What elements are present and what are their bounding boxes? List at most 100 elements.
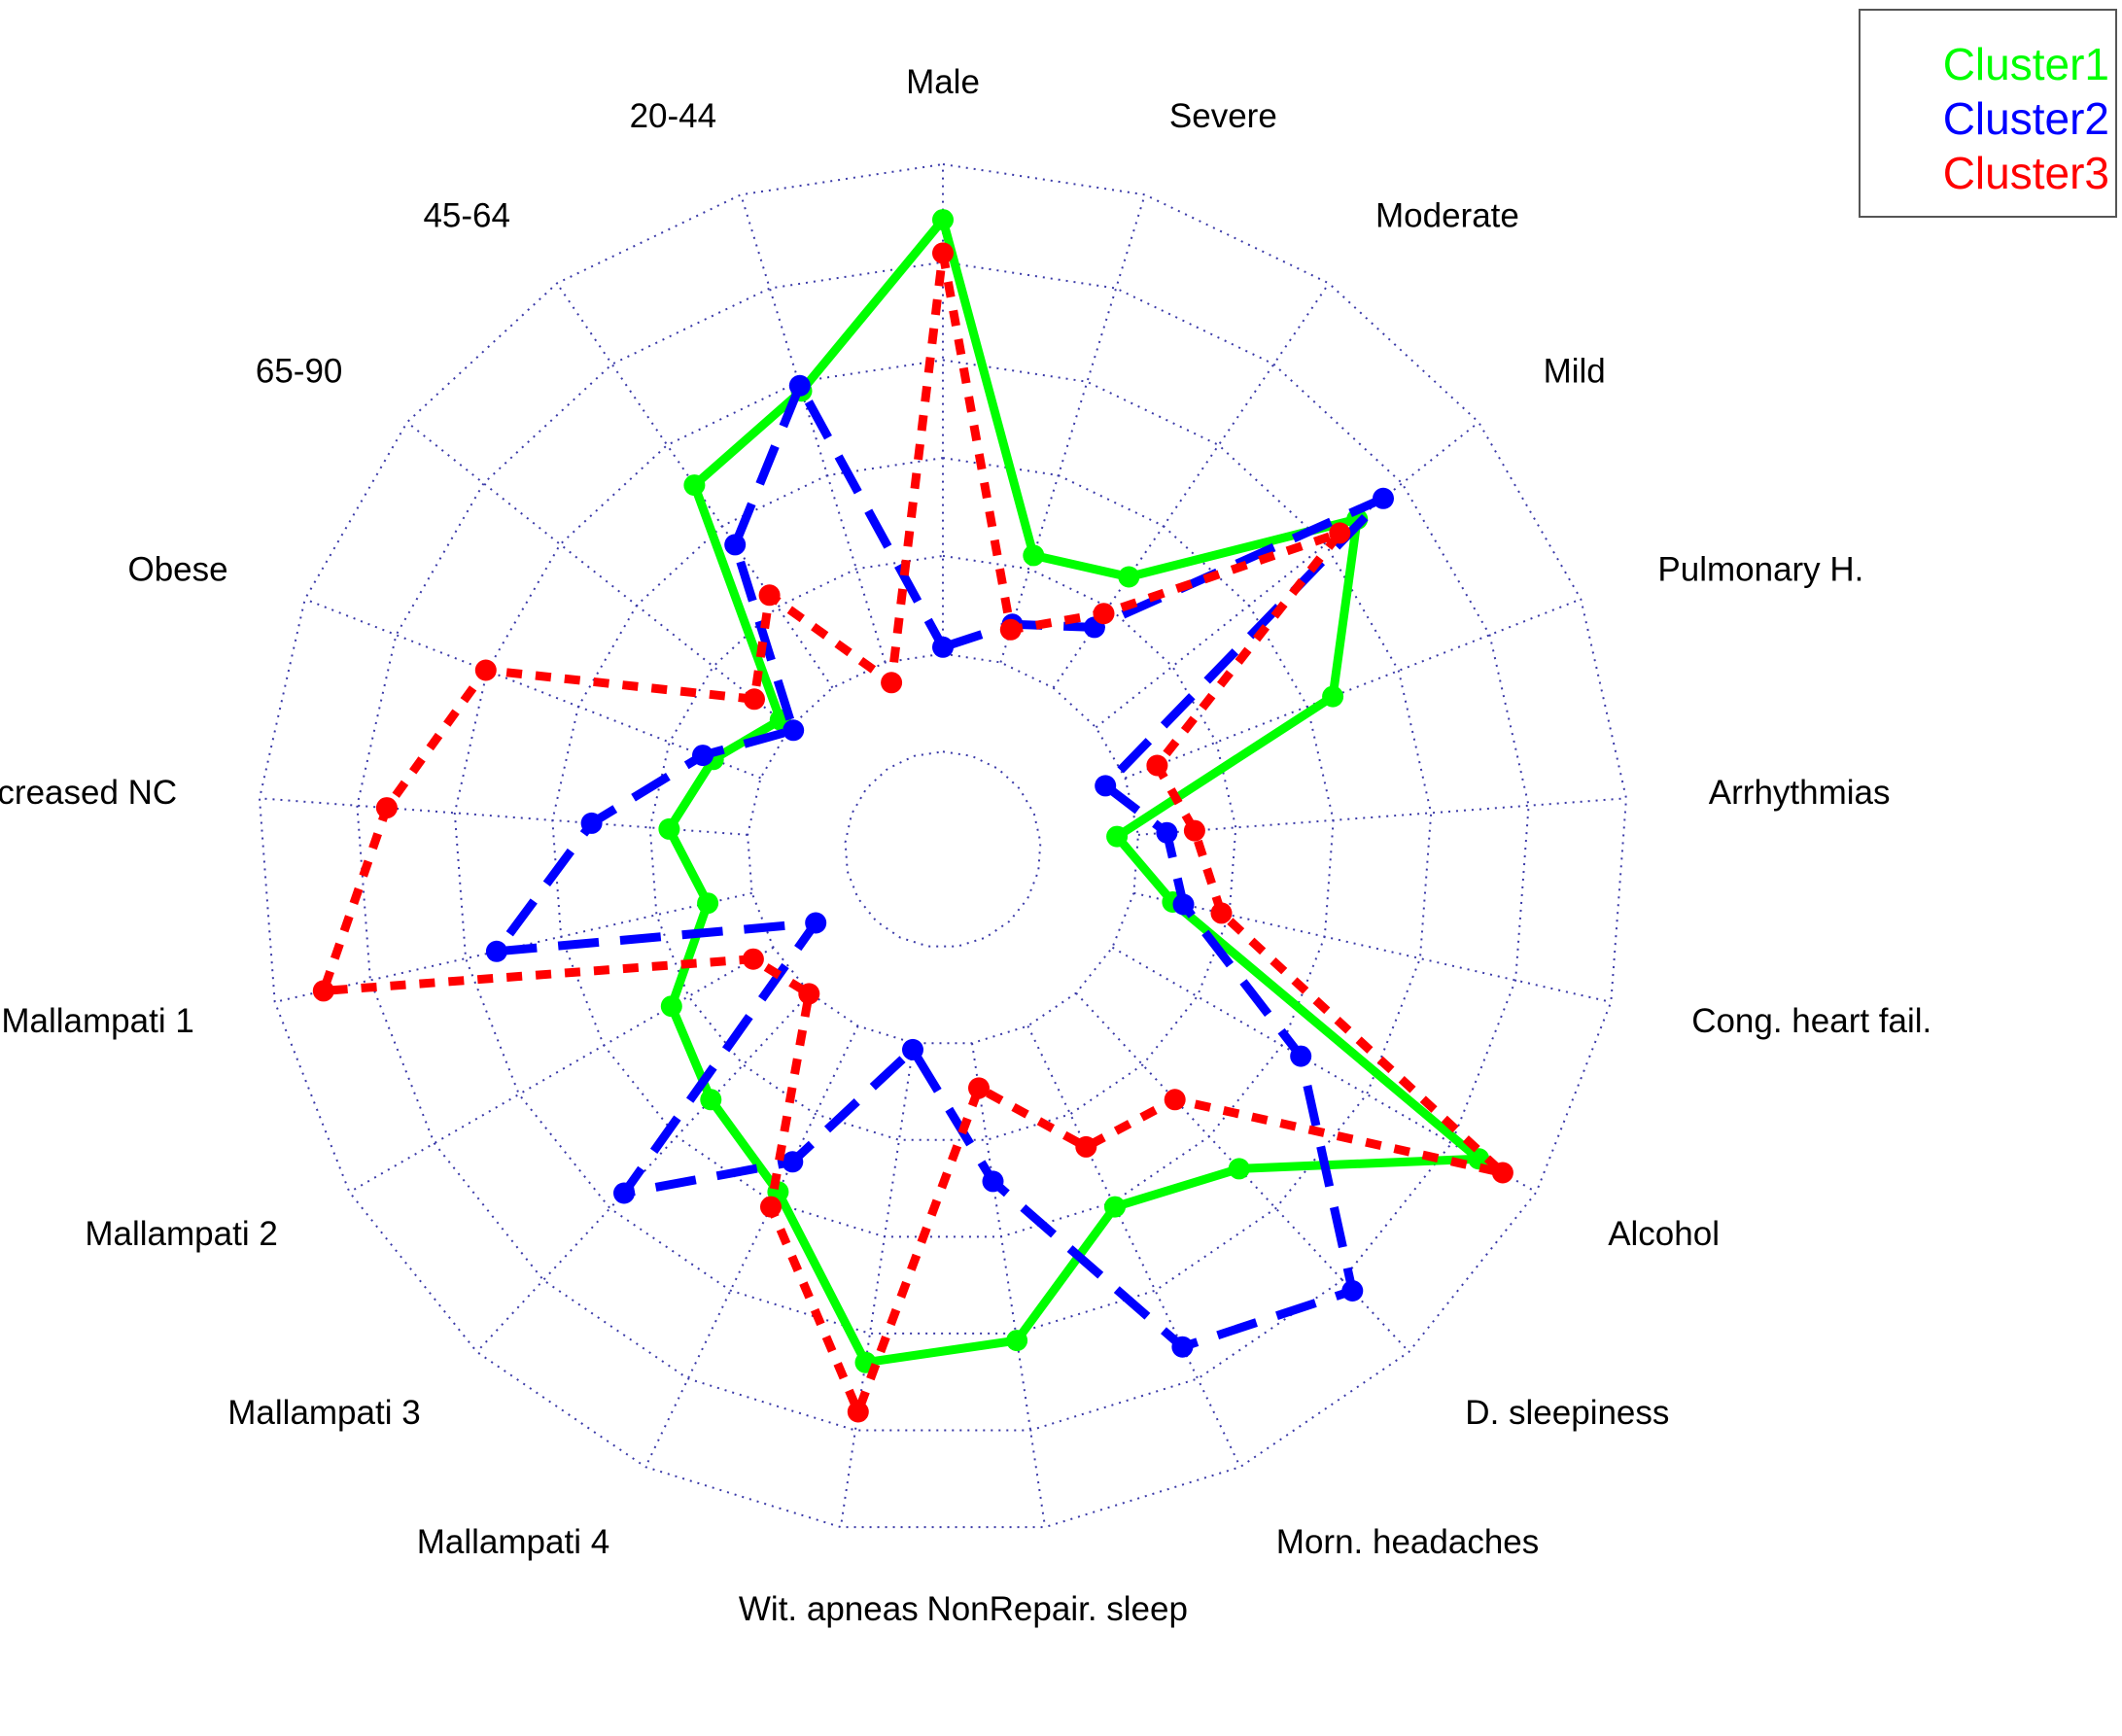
- axis-label: Mild: [1544, 352, 1606, 390]
- grid-spoke: [971, 1043, 1047, 1528]
- data-point: [932, 636, 954, 658]
- data-point: [1228, 1158, 1250, 1180]
- data-point: [805, 912, 827, 934]
- data-point: [474, 659, 497, 681]
- grid-spoke: [644, 1025, 859, 1468]
- data-point: [312, 980, 334, 1002]
- data-point: [881, 672, 903, 694]
- data-point: [1095, 775, 1117, 797]
- grid-spoke: [1137, 797, 1627, 836]
- legend-entry: Cluster3: [1943, 148, 2109, 198]
- axis-label: 45-64: [423, 196, 510, 234]
- data-point: [1093, 603, 1115, 625]
- series-line: [319, 248, 1508, 1416]
- axis-label: Increased NC: [0, 774, 177, 812]
- legend-entry: Cluster1: [1943, 39, 2109, 89]
- data-point: [1075, 1135, 1097, 1158]
- data-point: [375, 797, 398, 819]
- data-point: [982, 1170, 1004, 1193]
- data-point: [1023, 544, 1045, 567]
- grid-layer: [258, 162, 1628, 1529]
- data-point: [1106, 825, 1129, 848]
- axis-label: NonRepair. sleep: [926, 1590, 1188, 1628]
- data-point: [1341, 1280, 1364, 1302]
- data-point: [968, 1077, 990, 1099]
- data-point: [783, 719, 805, 742]
- data-point: [1104, 1196, 1126, 1218]
- series-cluster2: [485, 374, 1394, 1358]
- axis-label: Male: [906, 63, 980, 101]
- axis-label: Mallampati 1: [1, 1002, 193, 1040]
- axis-label: 20-44: [630, 97, 717, 135]
- data-point: [742, 948, 764, 970]
- axis-label: Morn. headaches: [1276, 1523, 1539, 1561]
- axis-label: Alcohol: [1608, 1215, 1720, 1253]
- series-cluster3: [312, 242, 1513, 1423]
- axis-label: Mallampati 4: [417, 1523, 609, 1561]
- data-point: [658, 817, 680, 840]
- data-point: [700, 1089, 722, 1111]
- data-point: [1171, 1336, 1194, 1358]
- axis-label: Mallampati 3: [227, 1394, 420, 1432]
- data-point: [1172, 893, 1195, 916]
- grid-ring: [356, 260, 1530, 1432]
- data-point: [1006, 1330, 1028, 1352]
- grid-spoke: [1133, 891, 1612, 1003]
- axis-label: Pulmonary H.: [1657, 550, 1863, 588]
- data-point: [847, 1401, 869, 1423]
- axis-label: Cong. heart fail.: [1691, 1002, 1931, 1040]
- axis-label: D. sleepiness: [1465, 1394, 1669, 1432]
- axis-label: Wit. apneas: [739, 1590, 919, 1628]
- legend-box: [1859, 9, 2117, 218]
- grid-ring: [258, 162, 1628, 1529]
- series-line: [492, 381, 1388, 1352]
- data-point: [902, 1038, 923, 1060]
- data-point: [1329, 522, 1351, 544]
- data-point: [1183, 819, 1205, 842]
- data-point: [613, 1182, 635, 1204]
- data-point: [760, 1196, 782, 1218]
- legend-entry: Cluster2: [1943, 93, 2109, 144]
- data-point: [1164, 1089, 1186, 1111]
- axis-label: 65-90: [256, 352, 343, 390]
- data-point: [660, 995, 682, 1018]
- data-point: [932, 242, 954, 264]
- grid-spoke: [1125, 598, 1582, 780]
- series-cluster1: [658, 209, 1490, 1373]
- data-point: [724, 534, 747, 556]
- data-point: [1491, 1162, 1513, 1184]
- data-point: [932, 209, 954, 231]
- grid-ring: [648, 554, 1237, 1141]
- data-point: [744, 688, 765, 711]
- data-point: [580, 812, 603, 834]
- axis-label: Severe: [1169, 97, 1277, 135]
- axis-label: Mallampati 2: [85, 1215, 277, 1253]
- data-point: [798, 983, 820, 1005]
- data-point: [1146, 754, 1168, 777]
- data-point: [683, 474, 706, 497]
- series-line: [664, 215, 1483, 1368]
- grid-spoke: [999, 194, 1146, 663]
- data-point: [999, 618, 1022, 641]
- grid-spoke: [1026, 1025, 1241, 1468]
- data-point: [1373, 487, 1394, 509]
- data-point: [782, 1151, 804, 1173]
- data-point: [1156, 821, 1178, 844]
- data-point: [697, 892, 719, 915]
- data-point: [485, 940, 507, 962]
- data-point: [692, 745, 713, 767]
- data-point: [758, 584, 781, 607]
- axis-label: Arrhythmias: [1709, 774, 1891, 812]
- axis-label: Obese: [127, 550, 227, 588]
- series-layer: [312, 209, 1513, 1423]
- axis-label: Moderate: [1375, 196, 1519, 234]
- data-point: [788, 374, 811, 397]
- grid-ring: [453, 359, 1433, 1335]
- data-point: [1290, 1045, 1312, 1067]
- data-point: [1118, 566, 1140, 588]
- data-point: [1210, 902, 1233, 924]
- grid-ring: [844, 750, 1042, 948]
